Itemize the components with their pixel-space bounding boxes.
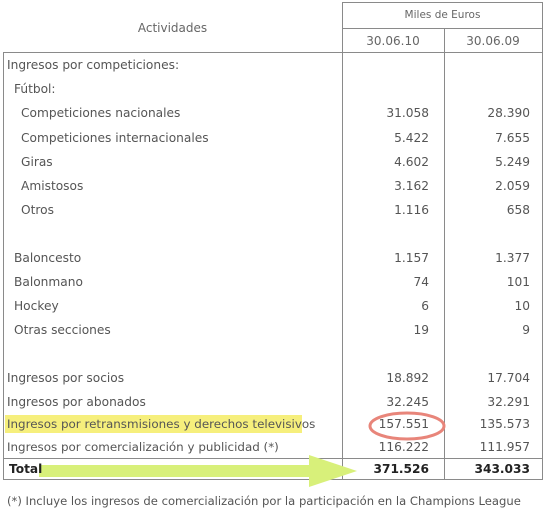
highlight-marker	[5, 415, 302, 433]
value-2009: 1.377	[495, 251, 530, 265]
header-underline	[3, 52, 543, 53]
value-2009: 9	[522, 323, 530, 337]
row-label: Competiciones nacionales	[21, 106, 181, 120]
total-2009: 343.033	[474, 462, 530, 476]
table-border-right	[542, 2, 543, 480]
column-header-2010: 30.06.10	[366, 34, 420, 48]
value-2010: 116.222	[378, 440, 429, 454]
value-2010: 18.892	[386, 371, 429, 385]
value-2010: 5.422	[394, 131, 429, 145]
value-2009: 32.291	[487, 395, 530, 409]
total-label: Total	[9, 462, 43, 476]
row-label: Fútbol:	[14, 82, 56, 96]
circle-annotation-icon	[368, 411, 446, 441]
row-label: Ingresos por abonados	[7, 395, 146, 409]
table-border-left	[3, 52, 4, 480]
value-2009: 2.059	[495, 179, 530, 193]
row-label: Ingresos por competiciones:	[7, 58, 180, 72]
value-2009: 5.249	[495, 155, 530, 169]
row-label: Amistosos	[21, 179, 84, 193]
total-2010: 371.526	[373, 462, 429, 476]
value-2009: 135.573	[479, 417, 530, 431]
column-divider-1	[342, 2, 343, 480]
row-label: Ingresos por socios	[7, 371, 125, 385]
value-2009: 101	[506, 275, 530, 289]
value-2009: 17.704	[487, 371, 530, 385]
value-2010: 4.602	[394, 155, 429, 169]
value-2010: 3.162	[394, 179, 429, 193]
row-label: Otros	[21, 203, 54, 217]
units-header: Miles de Euros	[404, 9, 481, 21]
value-2010: 74	[413, 275, 429, 289]
value-2009: 10	[514, 299, 530, 313]
activities-header: Actividades	[137, 21, 208, 35]
value-2010: 19	[413, 323, 429, 337]
row-label: Ingresos por comercialización y publicid…	[7, 440, 279, 454]
value-2009: 658	[506, 203, 530, 217]
row-label: Baloncesto	[14, 251, 82, 265]
column-header-2009: 30.06.09	[466, 34, 520, 48]
row-label: Giras	[21, 155, 53, 169]
value-2010: 6	[421, 299, 429, 313]
footnote: (*) Incluye los ingresos de comercializa…	[7, 494, 521, 508]
row-label: Otras secciones	[14, 323, 111, 337]
value-2009: 111.957	[479, 440, 530, 454]
value-2010: 1.116	[394, 203, 429, 217]
value-2010: 31.058	[386, 106, 429, 120]
row-label: Balonmano	[14, 275, 83, 289]
value-2009: 28.390	[487, 106, 530, 120]
units-underline	[342, 28, 543, 29]
value-2010: 1.157	[394, 251, 429, 265]
row-label: Hockey	[14, 299, 59, 313]
table-border-bottom	[3, 479, 543, 480]
value-2010: 32.245	[386, 395, 429, 409]
column-divider-2	[444, 28, 445, 480]
value-2009: 7.655	[495, 131, 530, 145]
row-label-highlighted: Ingresos por retransmisiones y derechos …	[7, 417, 316, 431]
revenue-table: Actividades Miles de Euros 30.06.10 30.0…	[3, 2, 543, 487]
table-border-top	[342, 2, 543, 3]
arrow-annotation-icon	[39, 455, 357, 487]
total-top-border	[3, 458, 543, 459]
value-2010-circled: 157.551	[378, 417, 429, 431]
row-label: Competiciones internacionales	[21, 131, 209, 145]
